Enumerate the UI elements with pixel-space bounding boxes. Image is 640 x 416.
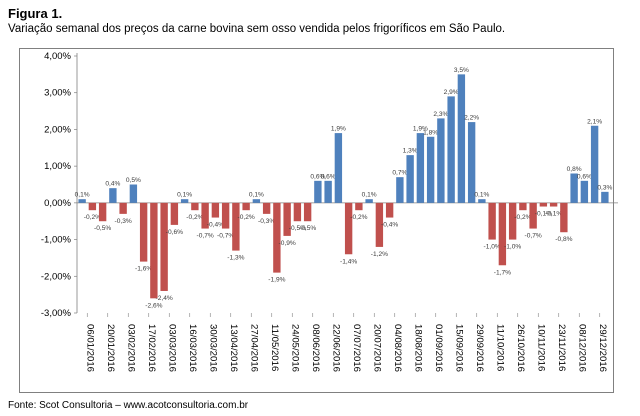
svg-text:-1,3%: -1,3% bbox=[227, 255, 244, 262]
svg-text:4,00%: 4,00% bbox=[44, 51, 71, 62]
svg-text:-2,6%: -2,6% bbox=[145, 302, 162, 309]
svg-text:13/04/2016: 13/04/2016 bbox=[228, 324, 239, 372]
svg-text:26/10/2016: 26/10/2016 bbox=[515, 324, 526, 372]
svg-text:-0,3%: -0,3% bbox=[258, 218, 275, 225]
svg-text:24/05/2016: 24/05/2016 bbox=[289, 324, 300, 372]
svg-text:06/01/2016: 06/01/2016 bbox=[84, 324, 95, 372]
svg-text:0,6%: 0,6% bbox=[577, 173, 592, 180]
svg-text:-0,2%: -0,2% bbox=[350, 214, 367, 221]
svg-text:10/11/2016: 10/11/2016 bbox=[535, 324, 546, 371]
svg-text:17/02/2016: 17/02/2016 bbox=[146, 324, 157, 372]
svg-text:0,5%: 0,5% bbox=[126, 177, 141, 184]
svg-text:04/08/2016: 04/08/2016 bbox=[392, 324, 403, 372]
svg-text:15/09/2016: 15/09/2016 bbox=[453, 324, 464, 372]
svg-text:1,9%: 1,9% bbox=[331, 126, 346, 133]
svg-text:01/09/2016: 01/09/2016 bbox=[433, 324, 444, 372]
svg-text:0,6%: 0,6% bbox=[321, 173, 336, 180]
svg-text:18/08/2016: 18/08/2016 bbox=[412, 324, 423, 372]
svg-text:-2,00%: -2,00% bbox=[41, 271, 72, 282]
svg-text:-1,9%: -1,9% bbox=[268, 277, 285, 284]
svg-text:-0,1%: -0,1% bbox=[545, 211, 562, 218]
svg-text:-0,7%: -0,7% bbox=[217, 233, 234, 240]
svg-text:-1,6%: -1,6% bbox=[135, 266, 152, 273]
svg-text:0,1%: 0,1% bbox=[474, 192, 489, 199]
svg-text:2,3%: 2,3% bbox=[433, 111, 448, 118]
svg-text:2,2%: 2,2% bbox=[464, 115, 479, 122]
svg-text:30/03/2016: 30/03/2016 bbox=[207, 324, 218, 372]
svg-text:0,7%: 0,7% bbox=[392, 170, 407, 177]
svg-text:03/03/2016: 03/03/2016 bbox=[166, 324, 177, 372]
svg-text:22/06/2016: 22/06/2016 bbox=[330, 324, 341, 372]
svg-text:1,8%: 1,8% bbox=[423, 129, 438, 136]
svg-text:0,8%: 0,8% bbox=[567, 166, 582, 173]
svg-text:3,5%: 3,5% bbox=[454, 67, 469, 74]
svg-text:-0,2%: -0,2% bbox=[84, 214, 101, 221]
svg-text:-0,2%: -0,2% bbox=[238, 214, 255, 221]
svg-text:20/07/2016: 20/07/2016 bbox=[371, 324, 382, 372]
svg-text:-0,5%: -0,5% bbox=[94, 225, 111, 232]
svg-text:1,00%: 1,00% bbox=[44, 161, 71, 172]
svg-text:0,1%: 0,1% bbox=[362, 192, 377, 199]
svg-text:0,00%: 0,00% bbox=[44, 198, 71, 209]
svg-text:08/06/2016: 08/06/2016 bbox=[310, 324, 321, 372]
svg-text:0,4%: 0,4% bbox=[105, 181, 120, 188]
svg-text:1,3%: 1,3% bbox=[403, 148, 418, 155]
svg-text:0,1%: 0,1% bbox=[75, 192, 90, 199]
svg-text:-2,4%: -2,4% bbox=[156, 295, 173, 302]
svg-text:08/12/2016: 08/12/2016 bbox=[576, 324, 587, 372]
svg-text:2,1%: 2,1% bbox=[587, 118, 602, 125]
svg-text:03/02/2016: 03/02/2016 bbox=[125, 324, 136, 372]
svg-text:-1,0%: -1,0% bbox=[504, 244, 521, 251]
svg-text:0,3%: 0,3% bbox=[597, 184, 612, 191]
svg-text:29/09/2016: 29/09/2016 bbox=[474, 324, 485, 372]
svg-text:16/03/2016: 16/03/2016 bbox=[187, 324, 198, 372]
svg-text:20/01/2016: 20/01/2016 bbox=[105, 324, 116, 372]
svg-text:-0,2%: -0,2% bbox=[514, 214, 531, 221]
svg-text:0,1%: 0,1% bbox=[249, 192, 264, 199]
svg-text:-0,7%: -0,7% bbox=[525, 233, 542, 240]
svg-text:3,00%: 3,00% bbox=[44, 88, 71, 99]
svg-text:-0,2%: -0,2% bbox=[186, 214, 203, 221]
svg-text:11/10/2016: 11/10/2016 bbox=[494, 324, 505, 371]
svg-text:-1,00%: -1,00% bbox=[41, 235, 72, 246]
svg-text:-1,2%: -1,2% bbox=[371, 251, 388, 258]
svg-text:2,9%: 2,9% bbox=[444, 89, 459, 96]
svg-text:-0,3%: -0,3% bbox=[115, 218, 132, 225]
svg-text:27/04/2016: 27/04/2016 bbox=[248, 324, 259, 372]
svg-text:-0,8%: -0,8% bbox=[555, 236, 572, 243]
svg-text:-0,4%: -0,4% bbox=[207, 222, 224, 229]
svg-text:-0,9%: -0,9% bbox=[279, 240, 296, 247]
svg-text:-0,7%: -0,7% bbox=[197, 233, 214, 240]
svg-text:0,1%: 0,1% bbox=[177, 192, 192, 199]
svg-text:-0,5%: -0,5% bbox=[299, 225, 316, 232]
svg-text:-0,6%: -0,6% bbox=[166, 229, 183, 236]
svg-text:-3,00%: -3,00% bbox=[41, 308, 72, 319]
svg-text:-1,4%: -1,4% bbox=[340, 258, 357, 265]
svg-text:-0,4%: -0,4% bbox=[381, 222, 398, 229]
svg-text:2,00%: 2,00% bbox=[44, 124, 71, 135]
svg-text:11/05/2016: 11/05/2016 bbox=[269, 324, 280, 371]
svg-text:-1,7%: -1,7% bbox=[494, 269, 511, 276]
svg-text:07/07/2016: 07/07/2016 bbox=[351, 324, 362, 372]
svg-text:23/11/2016: 23/11/2016 bbox=[556, 324, 567, 371]
svg-text:29/12/2016: 29/12/2016 bbox=[597, 324, 608, 372]
svg-text:-1,0%: -1,0% bbox=[484, 244, 501, 251]
